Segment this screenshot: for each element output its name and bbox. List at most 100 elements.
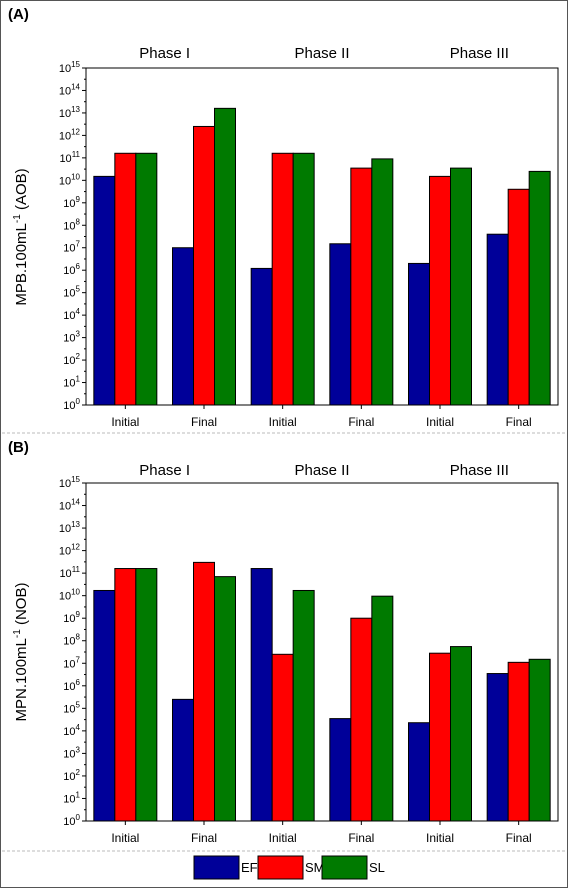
bar-sm xyxy=(193,561,215,822)
y-tick-label: 104 xyxy=(63,307,80,322)
x-tick-label: Initial xyxy=(269,831,297,845)
phase-label: Phase II xyxy=(294,462,349,479)
bar-sm xyxy=(429,175,451,406)
bar-sl xyxy=(371,595,394,822)
bar-ef xyxy=(486,233,509,406)
bar-sl xyxy=(371,158,394,406)
bar-sl xyxy=(135,152,158,406)
y-tick-label: 106 xyxy=(63,678,80,693)
legend-label-sl: SL xyxy=(369,860,385,875)
x-tick-label: Final xyxy=(348,831,374,845)
bar-ef xyxy=(93,589,116,822)
y-tick-label: 103 xyxy=(63,745,80,760)
y-tick-label: 101 xyxy=(63,375,80,390)
y-tick-label: 100 xyxy=(63,813,80,828)
bar-sl xyxy=(292,589,315,822)
bar-sm xyxy=(271,653,294,822)
bar-sm xyxy=(114,152,137,406)
bar-ef xyxy=(408,722,430,822)
bar-ef xyxy=(172,247,194,406)
x-tick-label: Final xyxy=(191,415,217,429)
y-tick-label: 105 xyxy=(63,700,80,715)
panel-b-label: (B) xyxy=(8,439,29,456)
bar-sl xyxy=(214,107,236,406)
y-tick-label: 102 xyxy=(63,352,80,367)
y-tick-label: 101 xyxy=(63,790,80,805)
y-tick-label: 1011 xyxy=(59,150,80,165)
bar-sm xyxy=(350,617,373,822)
x-tick-label: Initial xyxy=(426,415,454,429)
bar-sl xyxy=(135,568,158,822)
bar-sl xyxy=(214,576,236,822)
bar-ef xyxy=(486,673,509,822)
y-tick-label: 103 xyxy=(63,330,80,345)
y-tick-label: 1010 xyxy=(59,588,81,603)
y-tick-label: 1013 xyxy=(59,520,81,535)
bar-sl xyxy=(528,658,551,822)
bar-ef xyxy=(250,568,273,822)
bar-sl xyxy=(528,170,551,406)
legend: EF SM SL xyxy=(193,855,385,880)
bar-ef xyxy=(172,698,194,822)
bar-sl xyxy=(450,646,472,822)
bar-ef xyxy=(329,718,352,822)
y-tick-label: 107 xyxy=(63,240,80,255)
chart-panel-a: 100 101 102 103 104 105 106 107 108 109 1010 1011 10… xyxy=(12,45,559,429)
legend-label-sm: SM xyxy=(305,860,325,875)
phase-label: Phase III xyxy=(450,462,509,479)
legend-swatch-sl xyxy=(321,855,368,880)
y-tick-label: 109 xyxy=(63,610,80,625)
bar-ef xyxy=(93,175,116,406)
y-tick-label: 1014 xyxy=(59,498,81,513)
y-tick-label: 108 xyxy=(63,633,80,648)
x-tick-label: Final xyxy=(506,415,532,429)
y-tick-label: 1012 xyxy=(59,127,81,142)
y-tick-label: 1012 xyxy=(59,543,81,558)
bar-sm xyxy=(507,188,530,406)
bar-sm xyxy=(114,568,137,822)
legend-swatch-ef xyxy=(193,855,240,880)
phase-label: Phase I xyxy=(139,45,190,62)
y-tick-label: 105 xyxy=(63,285,80,300)
bar-sm xyxy=(193,125,215,406)
y-axis-title: MPB.100mL-1 (AOB) xyxy=(12,168,30,305)
x-tick-label: Initial xyxy=(269,415,297,429)
bar-sm xyxy=(507,661,530,822)
bar-sm xyxy=(350,167,373,406)
y-tick-label: 1013 xyxy=(59,105,81,120)
phase-label: Phase II xyxy=(294,45,349,62)
bar-sm xyxy=(271,152,294,406)
chart-panel-b: 100 101 102 103 104 105 106 107 108 109 1010 1011 10… xyxy=(12,462,559,845)
y-tick-label: 1015 xyxy=(59,475,81,490)
y-tick-label: 100 xyxy=(63,397,80,412)
panel-a-label: (A) xyxy=(8,6,29,23)
bar-ef xyxy=(408,262,430,406)
x-tick-label: Final xyxy=(348,415,374,429)
y-tick-label: 104 xyxy=(63,723,80,738)
y-tick-label: 1014 xyxy=(59,82,81,97)
y-tick-label: 109 xyxy=(63,195,80,210)
bar-sm xyxy=(429,652,451,822)
y-tick-label: 102 xyxy=(63,768,80,783)
y-tick-label: 106 xyxy=(63,262,80,277)
y-tick-label: 107 xyxy=(63,655,80,670)
y-tick-label: 108 xyxy=(63,217,80,232)
x-tick-label: Initial xyxy=(426,831,454,845)
y-tick-label: 1015 xyxy=(59,60,81,75)
y-tick-label: 1011 xyxy=(59,565,80,580)
legend-label-ef: EF xyxy=(241,860,258,875)
x-tick-label: Final xyxy=(191,831,217,845)
x-tick-label: Final xyxy=(506,831,532,845)
phase-label: Phase I xyxy=(139,462,190,479)
y-tick-label: 1010 xyxy=(59,172,81,187)
x-tick-label: Initial xyxy=(111,831,139,845)
bar-ef xyxy=(329,243,352,406)
bar-ef xyxy=(250,267,273,406)
x-tick-label: Initial xyxy=(111,415,139,429)
legend-swatch-sm xyxy=(257,855,304,880)
phase-label: Phase III xyxy=(450,45,509,62)
bar-sl xyxy=(450,167,472,406)
y-axis-title: MPN.100mL-1 (NOB) xyxy=(12,583,30,722)
bar-sl xyxy=(292,152,315,406)
